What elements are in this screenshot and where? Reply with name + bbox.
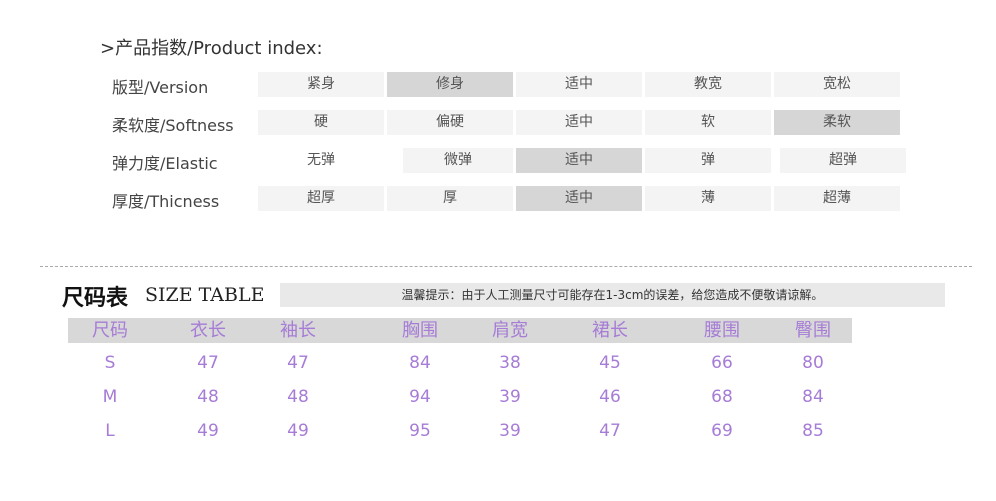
- divider: [40, 266, 972, 267]
- index-option-selected: 修身: [387, 72, 513, 97]
- size-value: 47: [197, 353, 219, 373]
- size-label: L: [105, 421, 115, 441]
- size-value: 80: [802, 353, 824, 373]
- size-value: 84: [802, 387, 824, 407]
- size-value: 95: [409, 421, 431, 441]
- index-option-selected: 柔软: [774, 110, 900, 135]
- size-table-title-en: SIZE TABLE: [145, 284, 265, 306]
- index-option: 紧身: [258, 72, 384, 97]
- size-table-header: 尺码: [92, 320, 128, 341]
- size-value: 85: [802, 421, 824, 441]
- size-value: 39: [499, 387, 521, 407]
- size-value: 46: [599, 387, 621, 407]
- size-value: 45: [599, 353, 621, 373]
- size-value: 49: [197, 421, 219, 441]
- size-table-header-bar: [68, 318, 852, 343]
- index-option: 薄: [645, 186, 771, 211]
- size-label: S: [104, 353, 116, 373]
- size-value: 39: [499, 421, 521, 441]
- index-option: 偏硬: [387, 110, 513, 135]
- size-table-title-cn: 尺码表: [62, 286, 129, 311]
- size-label: M: [102, 387, 118, 407]
- size-table-header: 胸围: [402, 320, 438, 341]
- size-table-header: 袖长: [280, 320, 316, 341]
- size-value: 38: [499, 353, 521, 373]
- size-value: 69: [711, 421, 733, 441]
- index-option-selected: 适中: [516, 148, 642, 173]
- index-row-label: 柔软度/Softness: [112, 116, 234, 135]
- size-value: 68: [711, 387, 733, 407]
- index-row-label: 弹力度/Elastic: [112, 154, 218, 173]
- size-table-header: 臀围: [795, 320, 831, 341]
- size-table-header: 腰围: [704, 320, 740, 341]
- measurement-notice: 温馨提示：由于人工测量尺寸可能存在1-3cm的误差，给您造成不便敬请谅解。: [280, 283, 945, 307]
- index-option: 厚: [387, 186, 513, 211]
- index-option-selected: 适中: [516, 186, 642, 211]
- product-index-title: >产品指数/Product index:: [100, 38, 323, 59]
- size-value: 48: [287, 387, 309, 407]
- index-option: 超弹: [780, 148, 906, 173]
- index-option: 软: [645, 110, 771, 135]
- index-option: 教宽: [645, 72, 771, 97]
- index-option: 宽松: [774, 72, 900, 97]
- size-value: 94: [409, 387, 431, 407]
- size-value: 66: [711, 353, 733, 373]
- size-value: 47: [599, 421, 621, 441]
- size-value: 84: [409, 353, 431, 373]
- size-table-header: 肩宽: [492, 320, 528, 341]
- index-row-label: 厚度/Thicness: [112, 192, 220, 211]
- index-option: 适中: [516, 72, 642, 97]
- index-option: 超厚: [258, 186, 384, 211]
- index-row-label: 版型/Version: [112, 78, 209, 97]
- index-option: 超薄: [774, 186, 900, 211]
- index-option: 适中: [516, 110, 642, 135]
- size-table-header: 衣长: [190, 320, 226, 341]
- size-value: 47: [287, 353, 309, 373]
- index-option: 硬: [258, 110, 384, 135]
- index-option: 无弹: [307, 152, 335, 168]
- size-value: 48: [197, 387, 219, 407]
- size-value: 49: [287, 421, 309, 441]
- size-table-header: 裙长: [592, 320, 628, 341]
- index-option: 微弹: [403, 148, 513, 173]
- index-option: 弹: [645, 148, 771, 173]
